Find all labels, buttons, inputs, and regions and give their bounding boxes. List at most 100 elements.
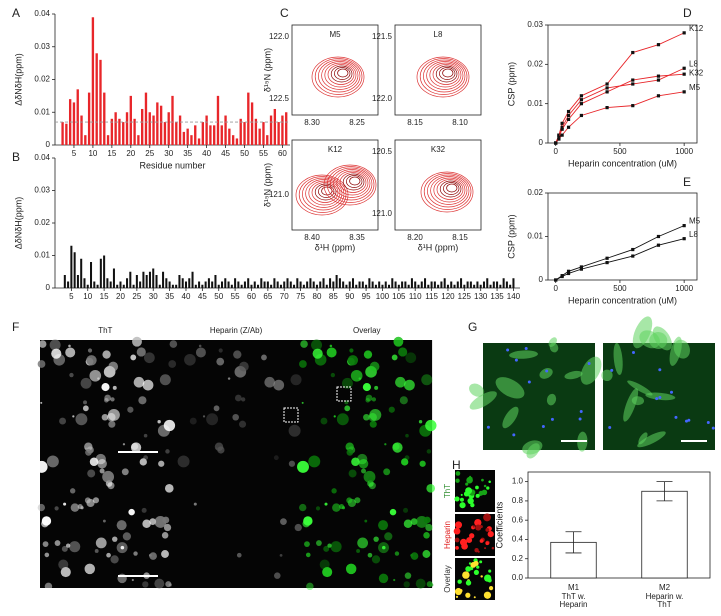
bar (230, 284, 233, 288)
signal-blob (315, 506, 321, 511)
signal-blob (69, 541, 81, 553)
signal-blob (70, 488, 76, 494)
bar (358, 281, 361, 288)
data-point (579, 113, 583, 118)
bar (228, 128, 231, 145)
data-point (560, 274, 564, 279)
bar (368, 278, 371, 288)
x-tick-label: 95 (362, 292, 371, 301)
signal-blob (462, 571, 470, 579)
signal-blob (142, 581, 149, 588)
signal-blob (356, 549, 361, 553)
y-axis-label: δ¹⁵N (ppm) (262, 48, 272, 92)
signal-blob (472, 525, 476, 528)
signal-blob (128, 508, 135, 516)
data-point (631, 50, 635, 55)
signal-blob (341, 377, 353, 389)
bar (460, 278, 463, 288)
bar (214, 275, 217, 288)
signal-blob (158, 460, 165, 467)
column-header: Overlay (353, 326, 381, 335)
signal-blob (384, 532, 393, 541)
column-header: Heparin (Z/Ab) (210, 326, 263, 335)
signal-blob (346, 497, 353, 504)
bar (512, 278, 515, 288)
signal-blob (488, 480, 491, 484)
signal-blob (202, 415, 206, 418)
signal-blob (455, 546, 459, 550)
y-tick-label: 121.0 (372, 209, 393, 218)
signal-blob (84, 442, 93, 452)
signal-blob (70, 503, 80, 512)
y-tick-label: 0.02 (34, 218, 50, 227)
signal-blob (142, 519, 151, 528)
data-point (605, 82, 609, 86)
nmr-title: K32 (431, 145, 446, 154)
signal-blob (264, 376, 276, 388)
bar (450, 281, 453, 288)
bar (240, 284, 243, 288)
bar (70, 245, 73, 288)
data-point (631, 104, 635, 108)
x-tick-label: 5 (69, 292, 74, 301)
x-tick-label: 60 (278, 149, 287, 158)
bar (110, 118, 114, 145)
signal-blob (459, 538, 468, 546)
data-point (656, 234, 661, 239)
bar (234, 278, 237, 288)
bar (401, 281, 404, 288)
cell (546, 393, 557, 406)
signal-blob (336, 413, 349, 426)
y-tick-label: 0.02 (34, 75, 50, 84)
panel-label: F (12, 320, 19, 334)
signal-blob (455, 471, 461, 476)
panel-label: A (12, 6, 20, 20)
bar (114, 112, 117, 145)
bar (505, 281, 508, 288)
signal-blob (108, 361, 119, 372)
signal-blob (236, 552, 242, 558)
bar (424, 278, 427, 288)
bar (144, 92, 148, 145)
signal-blob (327, 543, 332, 548)
x-tick-label: 0 (553, 147, 558, 156)
bar (175, 284, 178, 288)
y-tick-label: 0.02 (527, 188, 543, 197)
bar (178, 115, 182, 145)
data-point (566, 269, 571, 273)
bar (384, 281, 387, 288)
x-tick-label: 35 (183, 149, 192, 158)
nucleus (608, 426, 612, 430)
signal-blob (312, 348, 323, 359)
x-tick-label: 85 (329, 292, 338, 301)
x-tick-label: 20 (126, 149, 135, 158)
signal-blob (239, 361, 249, 372)
bar (492, 281, 495, 288)
data-point (656, 243, 661, 247)
signal-blob (162, 516, 170, 524)
data-point (554, 141, 558, 145)
signal-blob (177, 455, 190, 468)
data-point (560, 121, 564, 125)
signal-blob (234, 394, 242, 402)
bar (237, 281, 240, 288)
signal-blob (154, 578, 165, 589)
bar (145, 275, 148, 288)
signal-blob (216, 357, 225, 366)
bar (325, 284, 328, 288)
signal-blob (110, 397, 115, 402)
signal-blob (374, 385, 379, 390)
signal-blob (392, 442, 403, 453)
data-point (557, 133, 561, 137)
signal-blob (483, 513, 491, 522)
data-point (631, 254, 635, 258)
x-tick-sublabel: ThT (657, 600, 671, 609)
nucleus (512, 433, 516, 437)
signal-blob (149, 552, 157, 560)
x-tick-label: M2 (659, 583, 671, 592)
x-tick-label: 40 (182, 292, 191, 301)
signal-blob (80, 506, 84, 510)
signal-blob (369, 408, 382, 421)
bar (227, 281, 230, 288)
x-tick-label: 8.30 (304, 118, 320, 127)
